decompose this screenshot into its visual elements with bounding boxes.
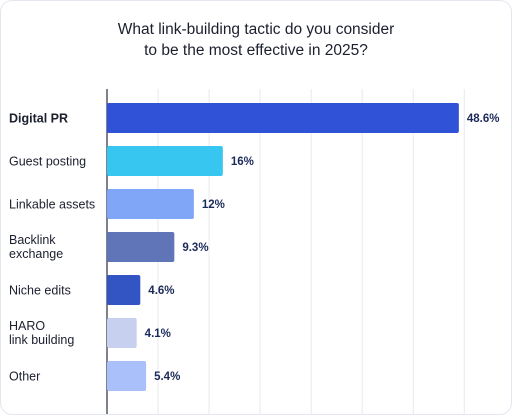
category-label: Digital PR [9,112,68,126]
bar [107,146,223,176]
category-label: Niche edits [9,284,71,298]
value-label: 9.3% [182,242,208,254]
category-label: Linkable assets [9,198,95,212]
category-label: Other [9,370,40,384]
value-label: 12% [202,199,225,211]
bar [107,361,147,391]
value-label: 4.1% [145,328,171,340]
bar [107,103,459,133]
bar [107,275,141,305]
bar [107,189,194,219]
chart-title: What link-building tactic do you conside… [117,21,395,59]
value-label: 48.6% [467,113,500,125]
value-label: 16% [231,156,254,168]
category-label: HARO link building [9,319,74,347]
bar [107,318,137,348]
value-label: 5.4% [154,371,180,383]
value-label: 4.6% [148,285,174,297]
bar [107,232,175,262]
category-label: Backlink exchange [9,233,63,261]
category-label: Guest posting [9,155,86,169]
